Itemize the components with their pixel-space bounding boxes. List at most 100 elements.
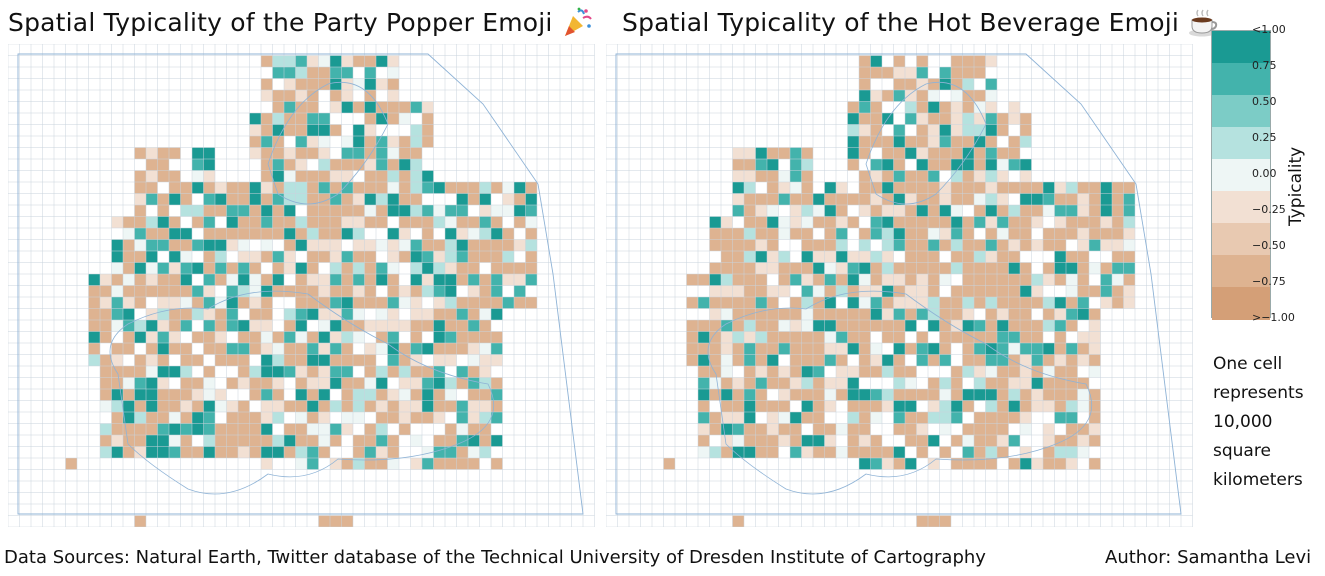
- legend-color-band: [1212, 31, 1270, 64]
- grid-cell: [1077, 400, 1089, 412]
- grid-cell: [1089, 412, 1101, 424]
- grid-cell: [364, 435, 376, 447]
- grid-cell: [353, 193, 365, 205]
- grid-cell: [905, 320, 917, 332]
- grid-cell: [882, 354, 894, 366]
- grid-cell: [157, 389, 169, 401]
- grid-cell: [272, 205, 284, 217]
- grid-cell: [905, 239, 917, 251]
- grid-cell: [192, 308, 204, 320]
- grid-cell: [1100, 216, 1112, 228]
- grid-cell: [974, 446, 986, 458]
- grid-cell: [295, 90, 307, 102]
- grid-cell: [364, 67, 376, 79]
- grid-cell: [468, 331, 480, 343]
- grid-cell: [974, 389, 986, 401]
- grid-cell: [169, 366, 181, 378]
- grid-cell: [88, 308, 100, 320]
- grid-cell: [882, 297, 894, 309]
- grid-cell: [307, 55, 319, 67]
- grid-cell: [951, 193, 963, 205]
- grid-cell: [1077, 216, 1089, 228]
- grid-cell: [985, 331, 997, 343]
- grid-cell: [272, 124, 284, 136]
- grid-cell: [916, 124, 928, 136]
- grid-cell: [468, 412, 480, 424]
- grid-cell: [847, 159, 859, 171]
- grid-cell: [801, 216, 813, 228]
- grid-cell: [1089, 320, 1101, 332]
- grid-cell: [525, 205, 537, 217]
- grid-cell: [364, 182, 376, 194]
- grid-cell: [1077, 423, 1089, 435]
- grid-cell: [422, 366, 434, 378]
- grid-cell: [261, 423, 273, 435]
- grid-cell: [376, 377, 388, 389]
- grid-cell: [330, 193, 342, 205]
- grid-cell: [445, 239, 457, 251]
- grid-cell: [962, 90, 974, 102]
- grid-cell: [468, 239, 480, 251]
- grid-cell: [755, 228, 767, 240]
- grid-cell: [134, 435, 146, 447]
- grid-cell: [767, 377, 779, 389]
- grid-cell: [1066, 458, 1078, 470]
- grid-cell: [997, 124, 1009, 136]
- grid-cell: [284, 193, 296, 205]
- grid-cell: [249, 308, 261, 320]
- grid-cell: [1089, 262, 1101, 274]
- grid-cell: [261, 193, 273, 205]
- grid-cell: [318, 435, 330, 447]
- grid-cell: [859, 55, 871, 67]
- grid-cell: [1043, 458, 1055, 470]
- grid-cell: [146, 159, 158, 171]
- grid-cell: [916, 136, 928, 148]
- grid-cell: [261, 331, 273, 343]
- grid-cell: [1008, 285, 1020, 297]
- grid-cell: [284, 308, 296, 320]
- legend-color-band: [1212, 223, 1270, 256]
- grid-cell: [847, 251, 859, 263]
- grid-cell: [134, 216, 146, 228]
- grid-cell: [951, 113, 963, 125]
- grid-cell: [364, 377, 376, 389]
- grid-cell: [261, 205, 273, 217]
- grid-cell: [502, 182, 514, 194]
- grid-cell: [100, 320, 112, 332]
- grid-cell: [284, 262, 296, 274]
- grid-cell: [974, 343, 986, 355]
- grid-cell: [456, 262, 468, 274]
- grid-cell: [146, 228, 158, 240]
- grid-cell: [870, 251, 882, 263]
- grid-cell: [295, 193, 307, 205]
- grid-cell: [928, 136, 940, 148]
- grid-cell: [525, 216, 537, 228]
- grid-cell: [778, 216, 790, 228]
- grid-cell: [341, 147, 353, 159]
- grid-cell: [997, 113, 1009, 125]
- grid-cell: [905, 228, 917, 240]
- grid-cell: [376, 182, 388, 194]
- grid-cell: [456, 228, 468, 240]
- grid-cell: [479, 274, 491, 286]
- grid-cell: [353, 136, 365, 148]
- grid-cell: [479, 297, 491, 309]
- grid-cell: [111, 412, 123, 424]
- grid-cell: [1077, 251, 1089, 263]
- grid-cell: [307, 124, 319, 136]
- grid-cell: [870, 205, 882, 217]
- grid-cell: [801, 159, 813, 171]
- grid-cell: [905, 182, 917, 194]
- grid-cell: [1054, 412, 1066, 424]
- grid-cell: [744, 251, 756, 263]
- grid-cell: [767, 400, 779, 412]
- grid-cell: [307, 136, 319, 148]
- grid-cell: [491, 343, 503, 355]
- grid-cell: [100, 389, 112, 401]
- grid-cell: [893, 285, 905, 297]
- grid-cell: [387, 205, 399, 217]
- grid-cell: [1054, 239, 1066, 251]
- grid-cell: [203, 412, 215, 424]
- grid-cell: [962, 124, 974, 136]
- grid-cell: [100, 297, 112, 309]
